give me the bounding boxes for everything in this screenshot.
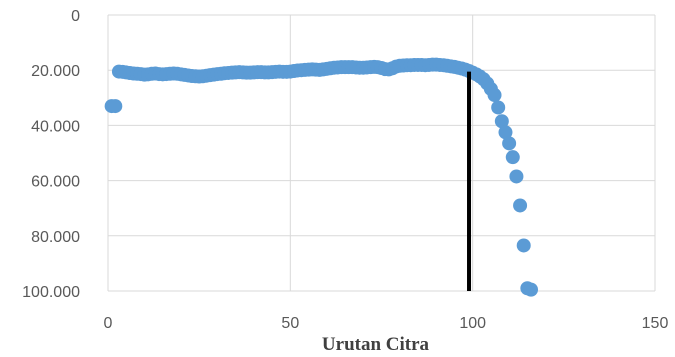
y-tick-label: 60.000	[31, 174, 80, 191]
y-tick-label: 100.000	[22, 284, 80, 301]
data-point	[108, 99, 123, 114]
y-tick-label: 80.000	[31, 229, 80, 246]
y-tick-label: 40.000	[31, 118, 80, 135]
data-point	[505, 150, 520, 165]
x-axis-label: Urutan Citra	[322, 334, 430, 355]
y-tick-labels: 0 20.000 40.000 60.000 80.000 100.000	[22, 8, 80, 301]
data-point	[498, 125, 513, 140]
x-tick-label: 150	[642, 315, 669, 332]
data-point	[491, 100, 506, 115]
data-point	[494, 114, 509, 129]
data-point	[487, 88, 502, 103]
data-point	[513, 198, 528, 213]
x-tick-label: 0	[104, 315, 113, 332]
y-tick-label: 0	[71, 8, 80, 25]
data-point	[524, 282, 539, 297]
data-point	[509, 169, 524, 184]
gridlines	[107, 14, 656, 292]
x-tick-labels: 0 50 100 150	[104, 315, 669, 332]
x-tick-label: 100	[459, 315, 486, 332]
data-point	[502, 136, 517, 151]
x-tick-label: 50	[281, 315, 299, 332]
y-tick-label: 20.000	[31, 63, 80, 80]
data-point	[516, 238, 531, 253]
data-points	[104, 57, 539, 297]
